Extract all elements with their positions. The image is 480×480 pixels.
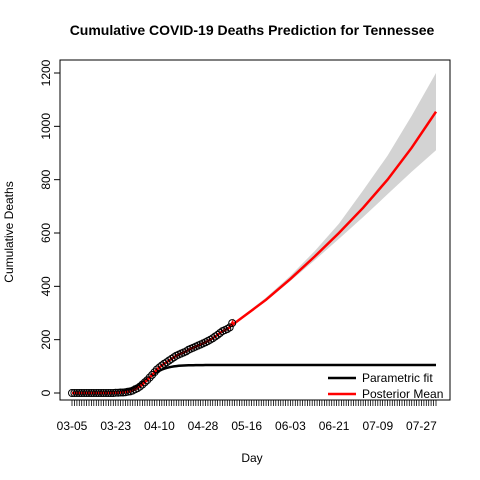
y-tick-label: 0	[39, 389, 53, 396]
credible-band-layer	[232, 73, 436, 326]
legend-label-posterior: Posterior Mean	[362, 387, 443, 401]
observed-point	[223, 325, 232, 333]
observed-point	[228, 319, 237, 328]
y-tick-label: 600	[39, 223, 53, 243]
plot-frame	[59, 59, 451, 401]
x-tick-label: 03-05	[57, 419, 88, 433]
credible-band	[232, 73, 436, 326]
y-tick-label: 800	[39, 169, 53, 189]
observed-point	[169, 353, 178, 362]
chart-title: Cumulative COVID-19 Deaths Prediction fo…	[70, 22, 435, 38]
observed-point	[145, 373, 154, 382]
x-tick-label: 07-09	[362, 419, 393, 433]
x-axis: 03-05 03-23 04-10 04-28 05-16 06-03 06-21 07-09…	[57, 399, 437, 433]
observed-point	[148, 370, 157, 379]
x-tick-label: 06-03	[275, 419, 306, 433]
observed-point	[182, 347, 191, 356]
legend-label-parametric: Parametric fit	[362, 371, 433, 385]
x-tick-label: 04-10	[144, 419, 175, 433]
posterior-mean-line	[72, 111, 438, 395]
x-axis-label: Day	[241, 451, 262, 465]
x-tick-label: 04-28	[188, 419, 219, 433]
observed-point	[143, 376, 152, 385]
observed-point	[152, 365, 161, 374]
x-tick-label: 06-21	[319, 419, 350, 433]
y-tick-label: 200	[39, 329, 53, 349]
posterior-mean-layer	[72, 111, 438, 395]
x-tick-label: 05-16	[231, 419, 262, 433]
observed-point	[150, 368, 159, 377]
observed-point	[225, 323, 234, 332]
observed-point	[135, 382, 144, 391]
x-tick-label: 03-23	[100, 419, 131, 433]
y-axis: 0 200 400 600 800 1000 1200	[39, 59, 61, 396]
observed-point	[213, 330, 222, 339]
observed-points-layer	[68, 319, 237, 397]
y-tick-label: 400	[39, 276, 53, 296]
observed-point	[140, 378, 149, 387]
observed-point	[138, 380, 147, 389]
y-tick-label: 1000	[39, 113, 53, 140]
x-tick-label: 07-27	[406, 419, 437, 433]
y-axis-label: Cumulative Deaths	[2, 181, 16, 282]
y-tick-label: 1200	[39, 59, 53, 86]
legend: Parametric fit Posterior Mean	[328, 371, 443, 401]
